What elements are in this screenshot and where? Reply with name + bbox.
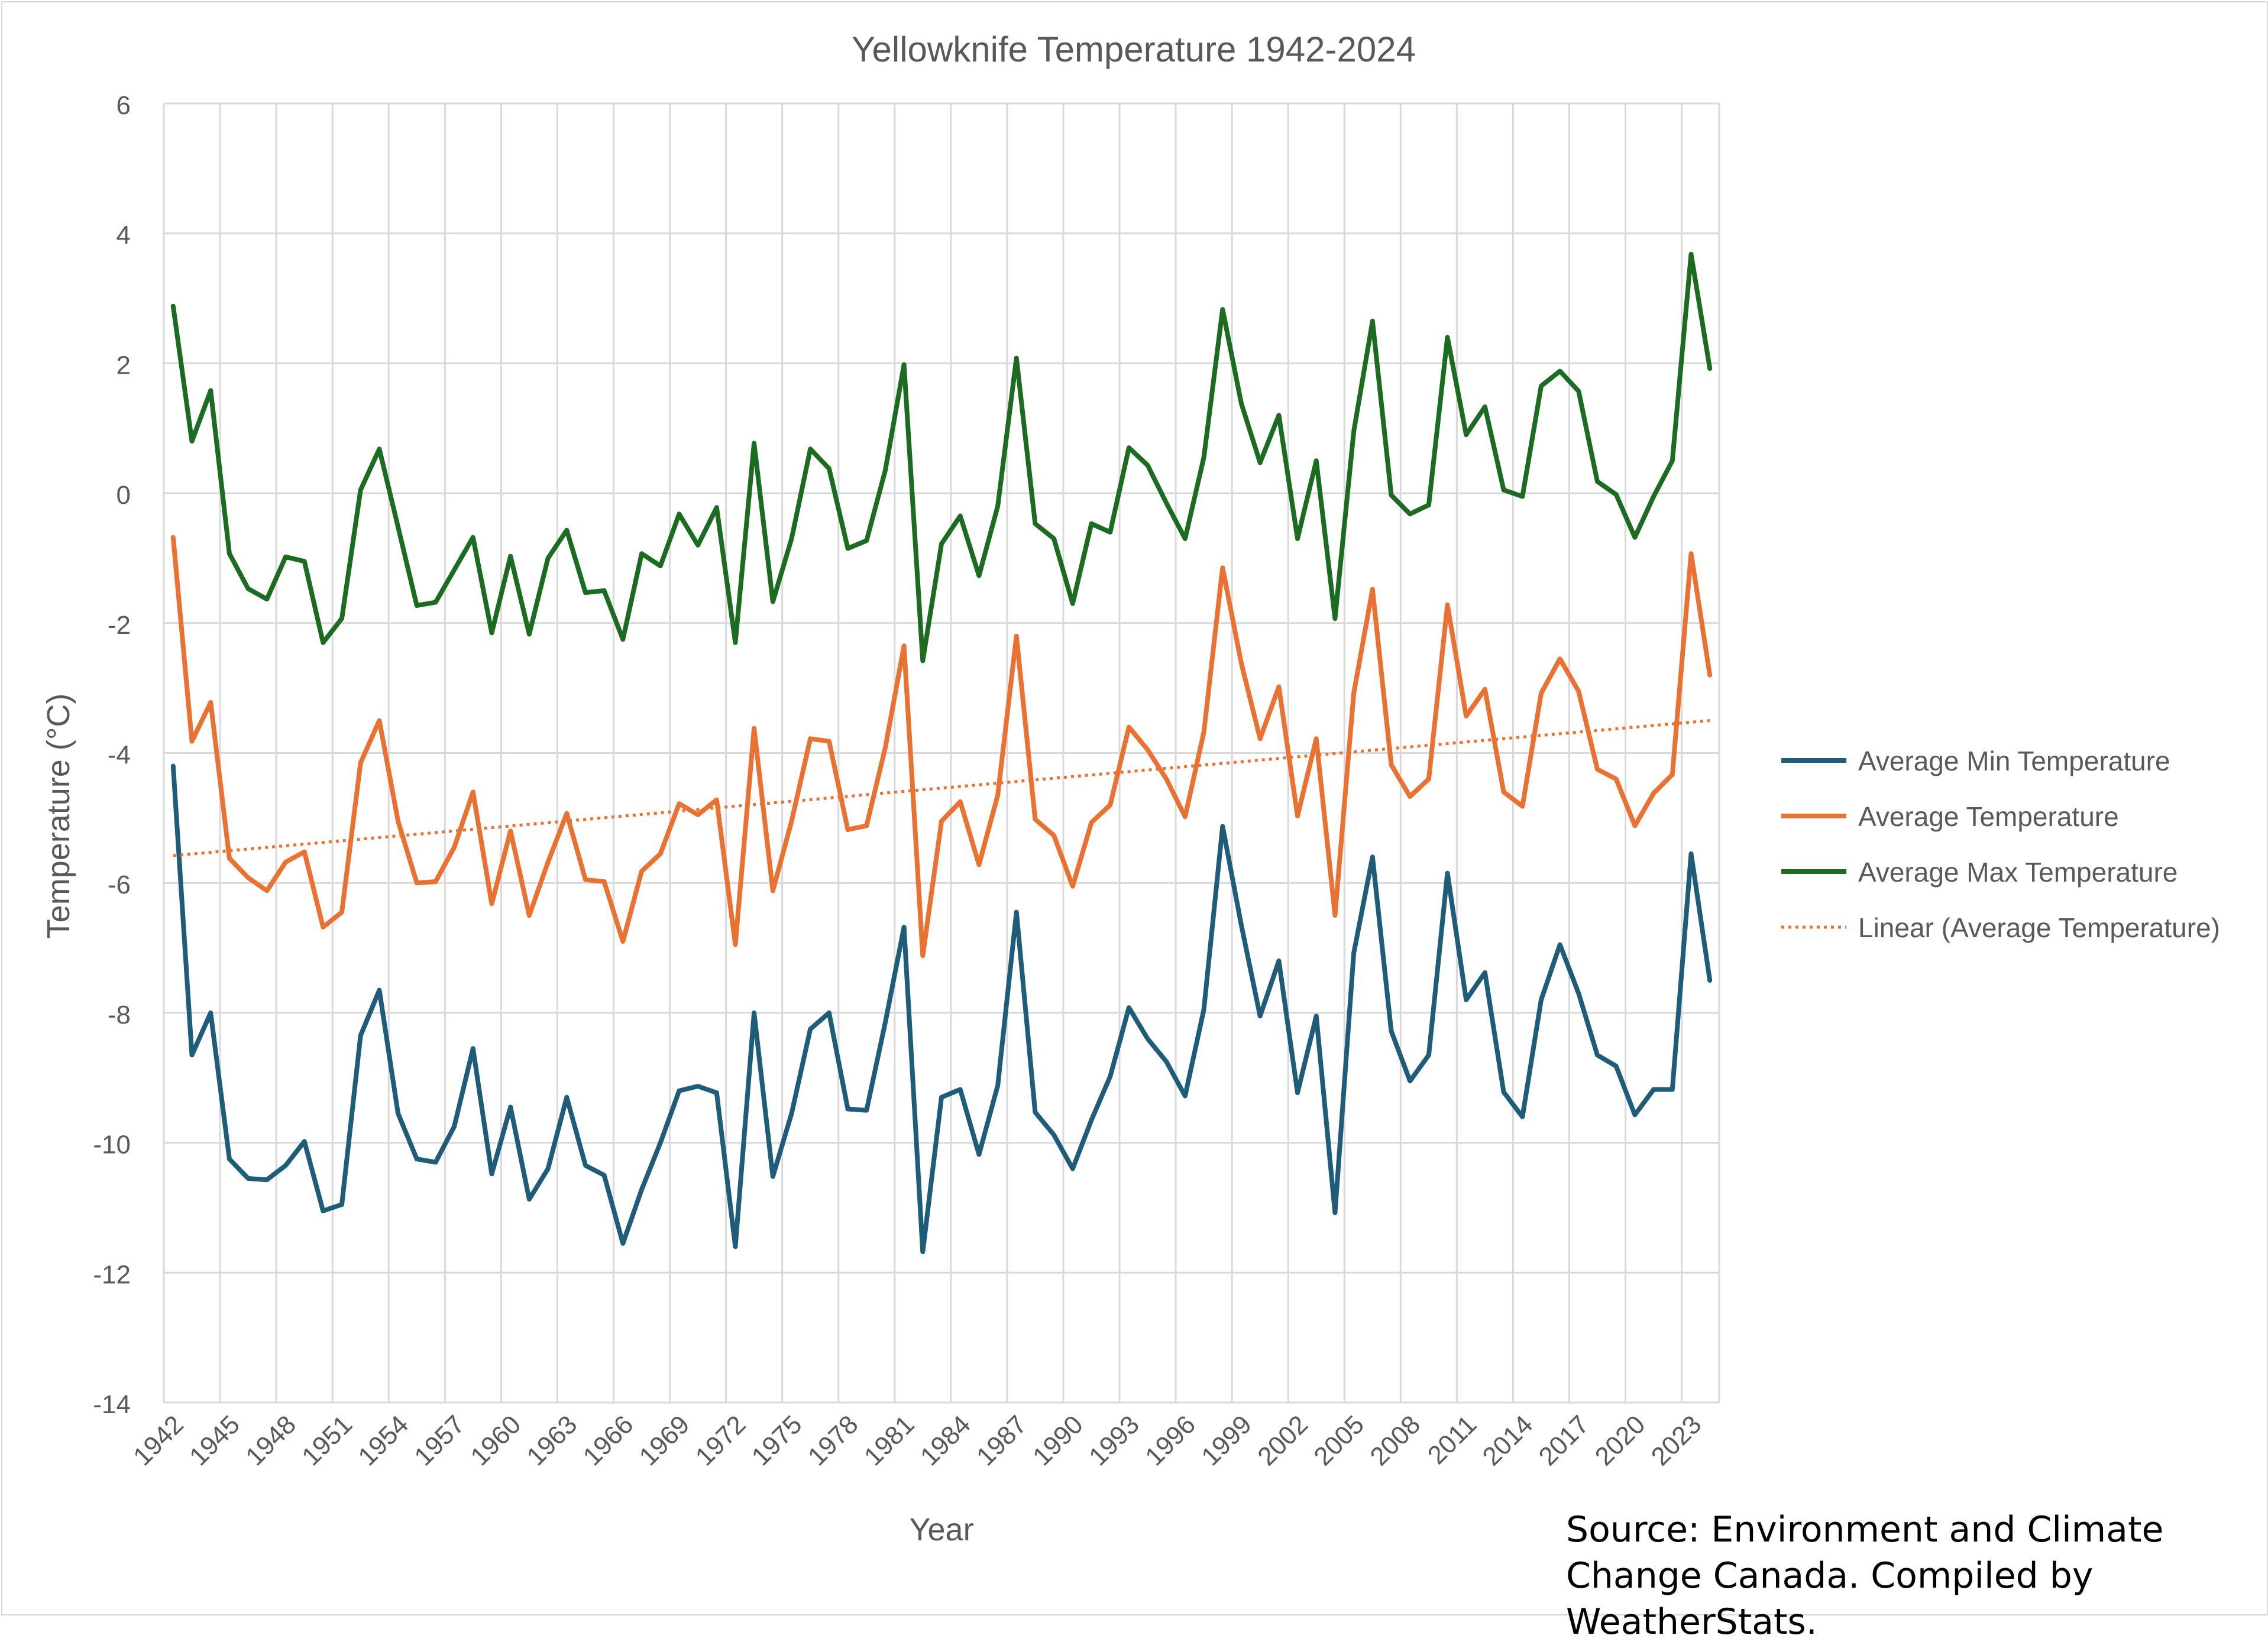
x-axis-label: Year [909,1512,973,1547]
legend: Average Min Temperature Average Temperatu… [1781,746,2220,943]
y-tick-label: -14 [93,1390,131,1419]
series-line-0 [170,763,1713,1255]
x-tick-label: 1984 [915,1410,976,1471]
x-tick-label: 2017 [1533,1410,1595,1471]
series-lines [170,251,1713,1255]
legend-label: Linear (Average Temperature) [1858,912,2220,943]
series-line-1 [170,535,1713,958]
x-tick-label: 1963 [521,1410,583,1471]
x-tick-label: 1951 [296,1410,358,1471]
y-axis-label: Temperature (°C) [41,694,76,939]
x-tick-label: 1987 [971,1410,1033,1471]
x-tick-label: 2014 [1477,1410,1538,1471]
y-axis-ticks: 6 4 2 0 -2 -4 -6 -8 -10 -12 -14 [93,91,131,1419]
y-tick-label: 4 [117,221,131,250]
legend-label: Average Min Temperature [1858,746,2170,776]
x-tick-label: 2020 [1590,1410,1651,1471]
x-tick-label: 1990 [1027,1410,1089,1471]
trendline [173,719,1710,857]
x-tick-label: 1954 [352,1410,414,1471]
legend-item: Average Max Temperature [1781,857,2178,888]
y-tick-label: 6 [117,91,131,120]
x-axis-ticks: 1942194519481951195419571960196319661969… [128,1410,1707,1471]
x-tick-label: 1978 [803,1410,864,1471]
legend-label: Average Temperature [1858,801,2119,832]
x-tick-label: 1972 [690,1410,752,1471]
x-tick-label: 2002 [1252,1410,1313,1471]
x-tick-label: 1969 [634,1410,695,1471]
source-annotation: Source: Environment and Climate Change C… [1566,1509,2164,1643]
series-line-2 [170,251,1713,663]
x-tick-label: 1966 [578,1410,639,1471]
x-tick-label: 1960 [465,1410,526,1471]
x-tick-label: 1942 [128,1410,189,1471]
x-tick-label: 2011 [1422,1410,1483,1470]
x-tick-label: 2008 [1364,1410,1426,1471]
y-tick-label: 2 [117,351,131,380]
x-tick-label: 1957 [409,1410,470,1471]
x-tick-label: 1999 [1196,1410,1257,1471]
x-tick-label: 1981 [859,1410,920,1471]
y-tick-label: -2 [108,611,131,640]
x-tick-label: 1948 [240,1410,302,1471]
x-tick-label: 1945 [184,1410,245,1471]
y-tick-label: -6 [108,870,131,899]
chart-title: Yellowknife Temperature 1942-2024 [852,30,1416,69]
gridlines [163,102,1720,1404]
x-tick-label: 1975 [746,1410,808,1471]
y-tick-label: -8 [108,1000,131,1029]
y-tick-label: -10 [93,1131,131,1160]
y-tick-label: -4 [108,741,131,770]
legend-item: Average Min Temperature [1781,746,2170,776]
legend-item: Average Temperature [1781,801,2119,832]
x-tick-label: 2005 [1308,1410,1370,1471]
legend-label: Average Max Temperature [1858,857,2178,888]
y-tick-label: -12 [93,1260,131,1289]
x-tick-label: 1993 [1083,1410,1145,1471]
x-tick-label: 2023 [1646,1410,1707,1471]
y-tick-label: 0 [117,481,131,510]
legend-item: Linear (Average Temperature) [1781,912,2220,943]
x-tick-label: 1996 [1140,1410,1201,1471]
